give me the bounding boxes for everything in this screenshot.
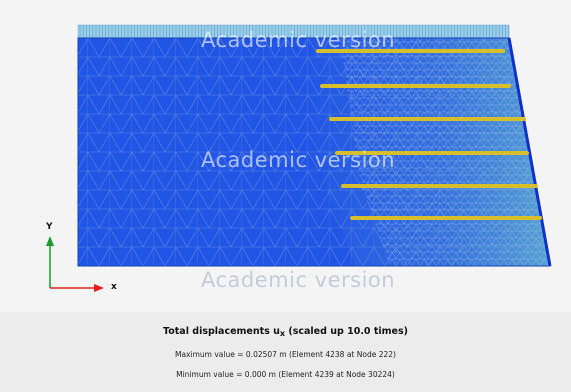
watermark-bottom: Academic version: [201, 268, 396, 292]
results-info-panel: Total displacements ux (scaled up 10.0 t…: [0, 312, 571, 392]
mesh-canvas: [46, 24, 552, 292]
watermark-middle: Academic version: [201, 148, 396, 172]
y-axis-label: Y: [46, 222, 53, 232]
y-arrow-icon: [46, 236, 54, 246]
maximum-value-line: Maximum value = 0.02507 m (Element 4238 …: [175, 350, 396, 359]
ground-anchors: [316, 49, 542, 220]
result-title-prefix: Total displacements u: [163, 326, 280, 337]
result-title-suffix: (scaled up 10.0 times): [285, 326, 408, 337]
result-title-subscript: x: [279, 329, 286, 338]
minimum-value-line: Minimum value = 0.000 m (Element 4239 at…: [176, 370, 395, 379]
distributed-load: [77, 24, 510, 39]
axis-triad: [46, 236, 104, 292]
x-axis-label: x: [111, 282, 117, 292]
x-arrow-icon: [94, 284, 104, 292]
result-title: Total displacements ux (scaled up 10.0 t…: [0, 326, 571, 338]
model-viewport[interactable]: Academic version Academic version Academ…: [0, 0, 571, 312]
watermark-top: Academic version: [201, 28, 396, 52]
